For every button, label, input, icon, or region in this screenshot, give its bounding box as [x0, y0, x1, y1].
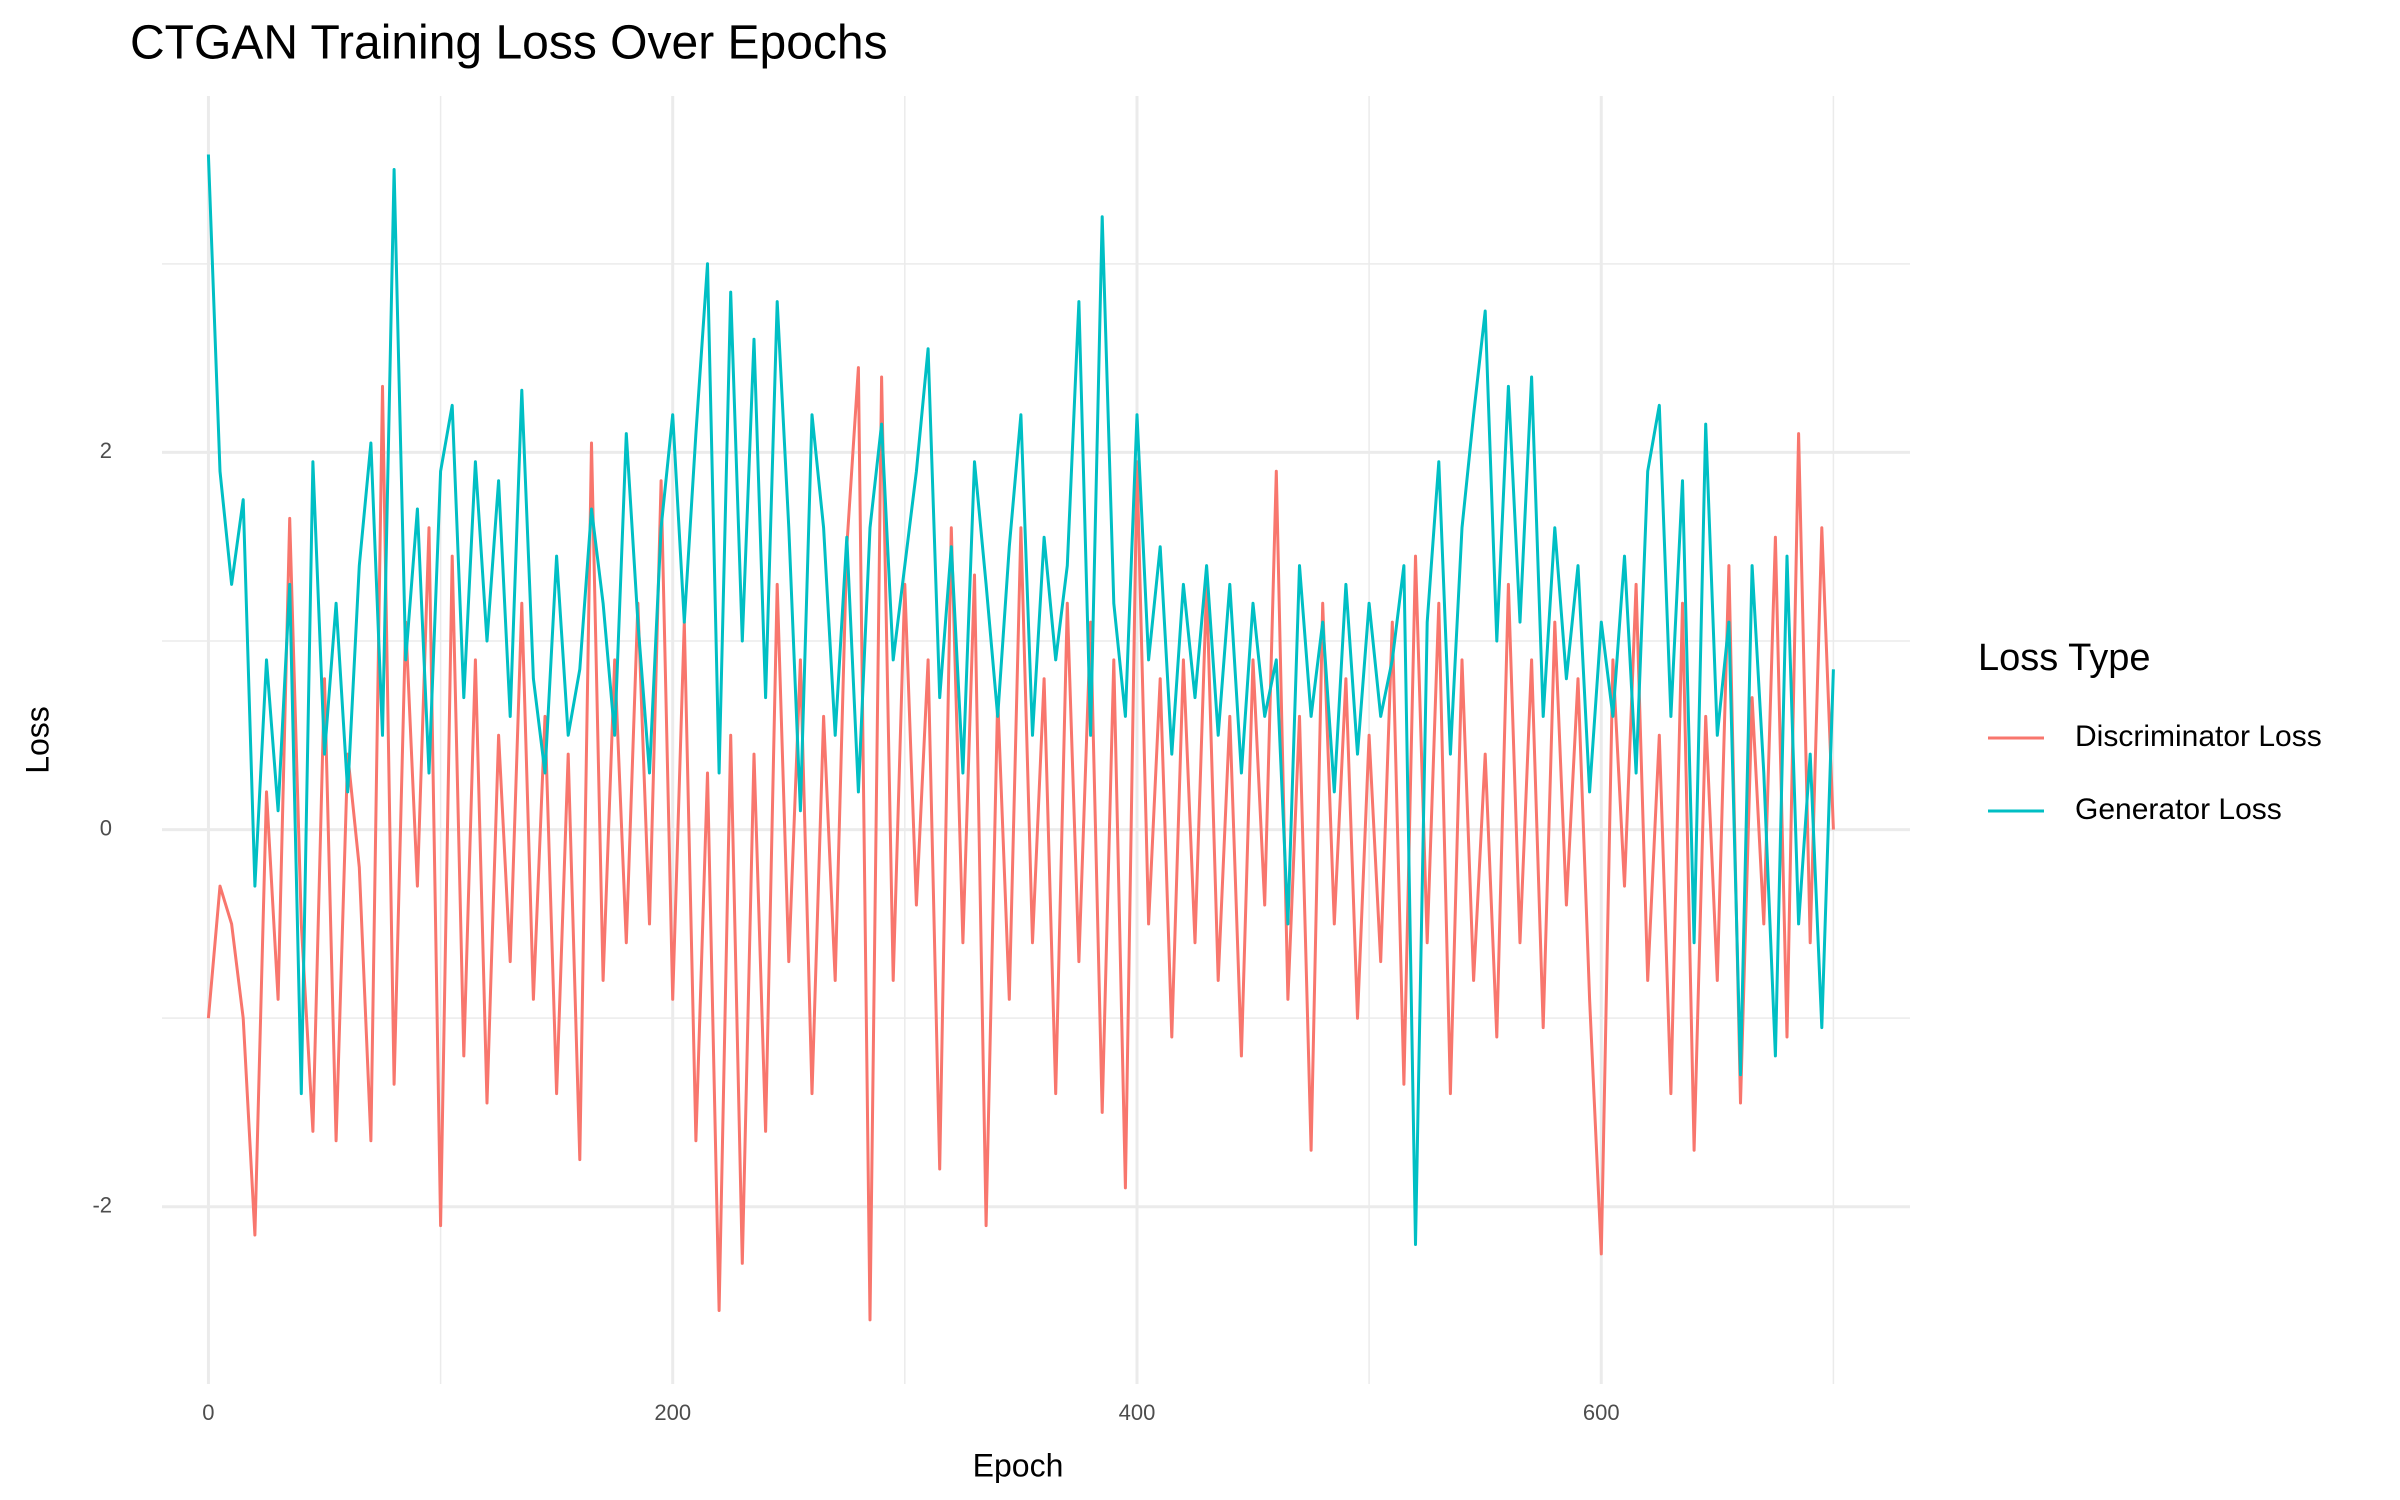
y-axis-title: Loss [19, 706, 55, 774]
x-tick-label: 0 [202, 1400, 214, 1425]
x-axis-title: Epoch [973, 1447, 1064, 1483]
line-series [206, 154, 1835, 1246]
x-tick-label: 200 [654, 1400, 691, 1425]
x-tick-label: 600 [1583, 1400, 1620, 1425]
legend-title: Loss Type [1978, 637, 2151, 679]
y-tick-label: 2 [100, 438, 112, 463]
line-series [206, 366, 1835, 1322]
chart-title: CTGAN Training Loss Over Epochs [130, 17, 888, 70]
legend-label: Generator Loss [2075, 793, 2282, 826]
y-tick-label: -2 [92, 1193, 112, 1218]
y-tick-label: 0 [100, 815, 112, 840]
x-tick-label: 400 [1119, 1400, 1156, 1425]
legend-label: Discriminator Loss [2075, 720, 2322, 753]
